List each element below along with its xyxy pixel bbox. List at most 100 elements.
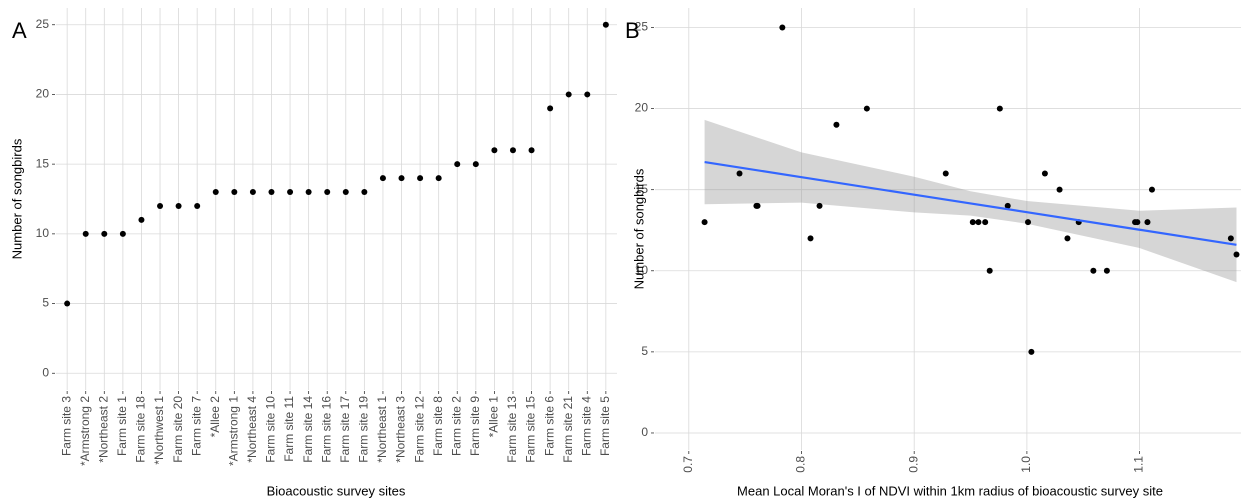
point [1090,267,1097,274]
point [1064,235,1071,242]
x-tick-label: *Northeast 1 [375,396,389,463]
point [602,21,609,28]
point [138,216,145,223]
y-tick-label: 10 [635,263,649,277]
point [175,202,182,209]
y-tick-label: 0 [641,425,648,439]
point [1233,251,1240,258]
confidence-band [704,119,1237,283]
point [754,202,761,209]
point [996,105,1003,112]
point [231,189,238,196]
x-tick-label: *Allee 1 [487,396,501,438]
point [157,202,164,209]
point [324,189,331,196]
point [342,189,349,196]
x-tick-label: 0.8 [794,456,808,473]
point [194,202,201,209]
x-tick-label: Farm site 1 [115,396,129,456]
panel-label: A [12,18,27,43]
point [975,219,982,226]
point [736,170,743,177]
point [1056,186,1063,193]
point [1004,202,1011,209]
point [863,105,870,112]
x-tick-label: 1.1 [1132,456,1146,473]
point [417,175,424,182]
regression-line [704,161,1237,246]
x-tick-label: Farm site 11 [282,396,296,462]
point [361,189,368,196]
point [1144,219,1151,226]
point [379,175,386,182]
x-tick-label: *Armstrong 2 [78,396,92,466]
x-tick-label: Farm site 21 [561,396,575,463]
panel-label: B [625,18,640,43]
x-tick-label: Farm site 19 [357,396,371,463]
point [268,189,275,196]
point [509,147,516,154]
point [701,219,708,226]
point [398,175,405,182]
point [1103,267,1110,274]
point [547,105,554,112]
point [454,161,461,168]
x-axis-title: Bioacoustic survey sites [267,483,406,498]
point [942,170,949,177]
point [435,175,442,182]
y-tick-label: 25 [36,17,50,31]
point [472,161,479,168]
x-tick-label: *Northeast 4 [245,396,259,463]
x-tick-label: Farm site 9 [468,396,482,456]
point [982,219,989,226]
point [584,91,591,98]
y-tick-label: 15 [36,156,50,170]
point [1041,170,1048,177]
x-tick-label: Farm site 5 [598,396,612,456]
point [779,24,786,31]
point [64,300,71,307]
x-tick-label: Farm site 8 [431,396,445,456]
point [287,189,294,196]
x-tick-label: 0.9 [906,456,920,473]
x-tick-label: Farm site 6 [542,396,556,456]
point [82,230,89,237]
x-axis-title: Mean Local Moran's I of NDVI within 1km … [737,483,1163,498]
point [1148,186,1155,193]
point [807,235,814,242]
point [816,202,823,209]
x-tick-label: Farm site 4 [579,396,593,456]
point [491,147,498,154]
y-tick-label: 20 [36,87,50,101]
x-tick-label: Farm site 13 [505,396,519,463]
point [833,121,840,128]
x-tick-label: Farm site 12 [412,396,426,463]
x-tick-label: Farm site 18 [134,396,148,463]
point [528,147,535,154]
y-tick-label: 5 [42,296,49,310]
y-tick-label: 10 [36,226,50,240]
x-tick-label: Farm site 16 [319,396,333,463]
point [212,189,219,196]
point [1028,348,1035,355]
x-tick-label: 0.7 [681,456,695,473]
x-tick-label: Farm site 7 [189,396,203,456]
y-tick-label: 15 [635,182,649,196]
x-tick-label: Farm site 17 [338,396,352,463]
x-tick-label: *Northeast 2 [96,396,110,463]
x-tick-label: Farm site 20 [171,396,185,463]
point [101,230,108,237]
x-tick-label: 1.0 [1019,456,1033,473]
x-tick-label: Farm site 14 [301,396,315,463]
x-tick-label: *Allee 2 [208,396,222,438]
x-tick-label: *Armstrong 1 [227,396,241,466]
x-tick-label: Farm site 3 [59,396,73,456]
point [119,230,126,237]
point [1134,219,1141,226]
y-tick-label: 25 [635,20,649,34]
x-tick-label: *Northeast 3 [394,396,408,463]
x-tick-label: Farm site 10 [264,396,278,463]
point [249,189,256,196]
